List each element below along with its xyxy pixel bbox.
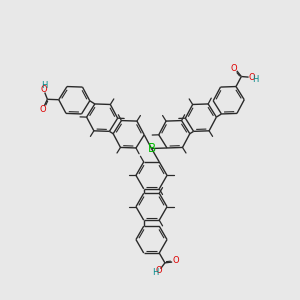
Text: H: H <box>152 268 158 277</box>
Text: H: H <box>41 81 47 90</box>
Text: O: O <box>230 64 237 73</box>
Text: B: B <box>147 142 156 155</box>
Text: O: O <box>41 85 47 94</box>
Text: O: O <box>40 105 46 114</box>
Text: O: O <box>173 256 179 265</box>
Text: O: O <box>248 73 255 82</box>
Text: O: O <box>155 266 162 275</box>
Text: H: H <box>252 75 258 84</box>
